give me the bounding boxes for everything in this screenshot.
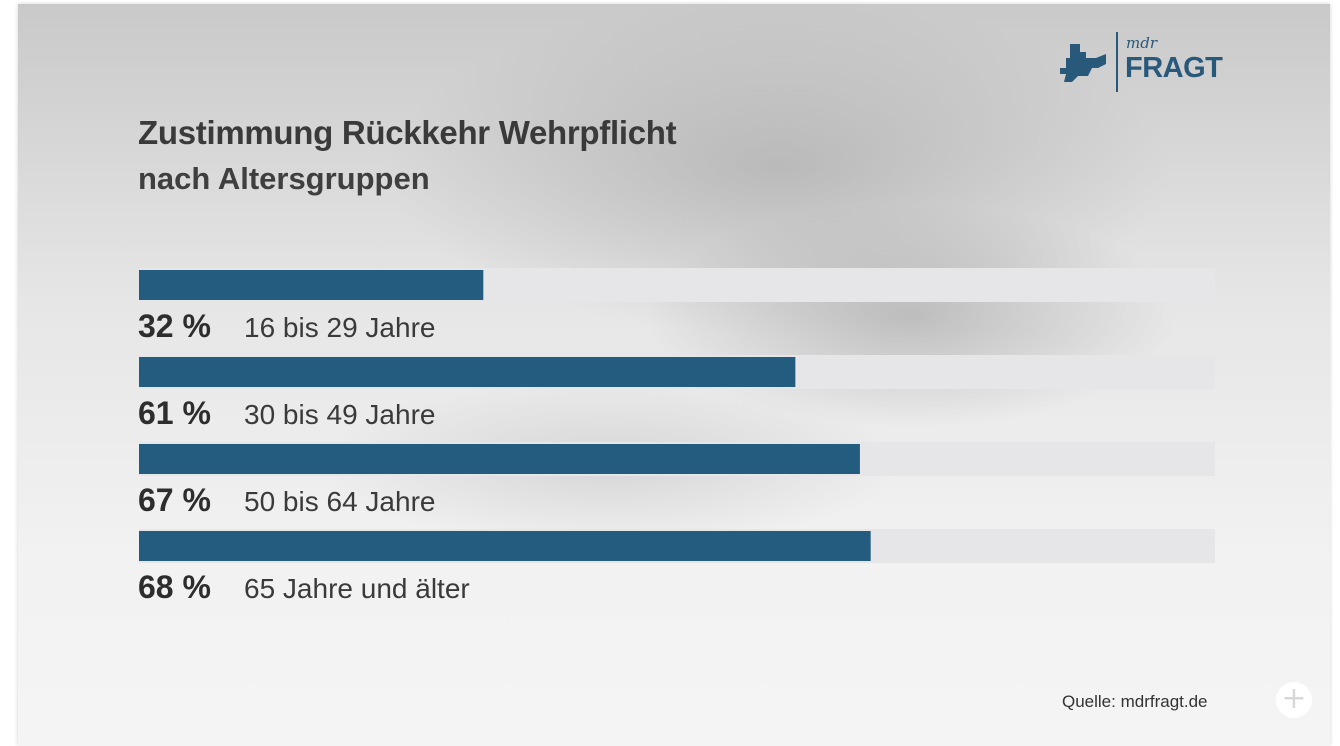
- logo-big-text: FRAGT: [1125, 52, 1223, 84]
- mdr-logo-icon: [1060, 44, 1106, 82]
- category-label: 65 Jahre und älter: [244, 573, 470, 604]
- chart-subtitle: nach Altersgruppen: [138, 161, 430, 196]
- chart-card: mdr FRAGT Zustimmung Rückkehr Wehrpflich…: [18, 4, 1330, 746]
- chart-title: Zustimmung Rückkehr Wehrpflicht: [138, 114, 677, 151]
- category-label: 30 bis 49 Jahre: [244, 399, 435, 430]
- logo-small-text: mdr: [1126, 34, 1157, 52]
- bar: [139, 270, 484, 300]
- category-label: 50 bis 64 Jahre: [244, 486, 435, 517]
- bar: [139, 357, 796, 387]
- logo-divider: [1116, 32, 1118, 92]
- plus-icon[interactable]: +: [1276, 682, 1312, 718]
- category-label: 16 bis 29 Jahre: [244, 312, 435, 343]
- value-label: 32 %: [138, 308, 211, 344]
- value-label: 61 %: [138, 395, 211, 431]
- source-note: Quelle: mdrfragt.de: [1062, 692, 1208, 711]
- bar-chart: 32 % 16 bis 29 Jahre 61 % 30 bis 49 Jahre 67…: [138, 268, 1215, 605]
- value-label: 68 %: [138, 569, 211, 605]
- mdr-fragt-logo: mdr FRAGT: [1058, 32, 1228, 96]
- value-label: 67 %: [138, 482, 211, 518]
- bar: [139, 444, 860, 474]
- bar: [139, 531, 871, 561]
